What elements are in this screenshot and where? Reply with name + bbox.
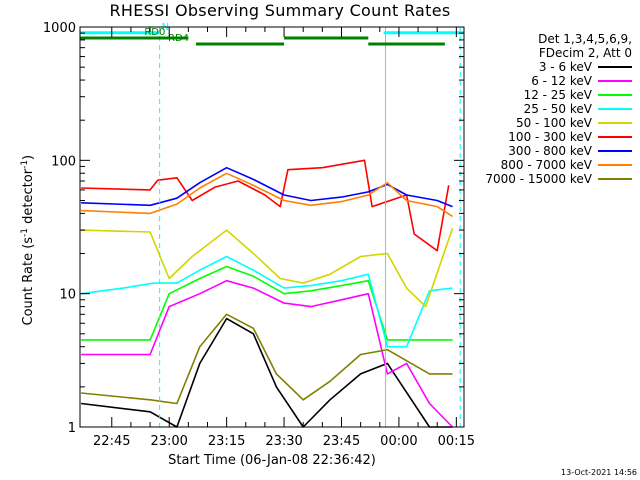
legend-label-2: 12 - 25 keV [523, 88, 592, 102]
legend-swatch-8 [598, 178, 632, 180]
plot-background [80, 27, 464, 427]
legend-header-line-2: FDecim 2, Att 0 [538, 46, 632, 60]
legend-label-3: 25 - 50 keV [523, 102, 592, 116]
legend-label-7: 800 - 7000 keV [500, 158, 592, 172]
legend-swatch-0 [598, 66, 632, 68]
legend-entry-3: 25 - 50 keV [524, 102, 632, 116]
legend-swatch-7 [598, 164, 632, 166]
legend-entry-4: 50 - 100 keV [516, 116, 632, 130]
x-tick-label-4: 23:45 [323, 434, 360, 449]
x-tick-label-3: 23:30 [265, 434, 302, 449]
legend-entry-8: 7000 - 15000 keV [485, 172, 632, 186]
series-line-3 [80, 255, 453, 348]
x-tick-label-5: 00:00 [380, 434, 417, 449]
legend-entry-6: 300 - 800 keV [508, 144, 632, 158]
x-tick-label-1: 23:00 [150, 434, 187, 449]
y-tick-label-0: 1 [68, 421, 76, 436]
legend-entry-5: 100 - 300 keV [508, 130, 632, 144]
flag-label-1: RD0 [144, 27, 165, 38]
x-tick-label-6: 00:15 [438, 434, 475, 449]
series-line-5 [81, 159, 450, 252]
series-line-1 [81, 279, 454, 428]
series-line-7 [81, 172, 453, 218]
y-tick-label-1: 10 [59, 288, 76, 303]
legend-entry-0: 3 - 6 keV [539, 60, 632, 74]
legend-label-8: 7000 - 15000 keV [485, 172, 592, 186]
legend-swatch-3 [598, 108, 632, 110]
flag-label-2: RD4 [168, 33, 189, 44]
legend-entry-1: 6 - 12 keV [531, 74, 632, 88]
y-axis-label: Count Rate (s-1 detector-1) [19, 154, 37, 326]
y-tick-label-2: 100 [51, 154, 76, 169]
x-axis-label: Start Time (06-Jan-08 22:36:42) [168, 453, 376, 468]
y-tick-label-3: 1000 [43, 21, 76, 36]
series-line-8 [81, 313, 453, 405]
series-line-4 [81, 227, 454, 308]
series-line-2 [81, 265, 453, 341]
plot-area [80, 27, 464, 427]
legend-swatch-5 [598, 136, 632, 138]
chart-title: RHESSI Observing Summary Count Rates [109, 1, 451, 20]
legend-label-1: 6 - 12 keV [531, 74, 592, 88]
legend-label-5: 100 - 300 keV [508, 130, 592, 144]
x-tick-label-0: 22:45 [93, 434, 130, 449]
legend-entry-2: 12 - 25 keV [524, 88, 632, 102]
x-tick-label-2: 23:15 [208, 434, 245, 449]
legend-swatch-1 [598, 80, 632, 82]
legend-swatch-2 [598, 94, 632, 96]
legend-swatch-6 [598, 150, 632, 152]
axes: 1 10 100 1000 22:45 23:00 23:15 23:30 23:45 00:00… [43, 21, 475, 449]
legend-header-line-1: Det 1,3,4,5,6,9, [538, 32, 632, 46]
plot-frame [79, 26, 465, 428]
legend-label-4: 50 - 100 keV [515, 116, 592, 130]
legend-label-6: 300 - 800 keV [508, 144, 592, 158]
legend-label-0: 3 - 6 keV [538, 60, 592, 74]
legend-entry-7: 800 - 7000 keV [501, 158, 632, 172]
series-line-6 [81, 166, 453, 208]
generation-timestamp: 13-Oct-2021 14:56 [561, 468, 637, 477]
legend-swatch-4 [598, 122, 632, 124]
